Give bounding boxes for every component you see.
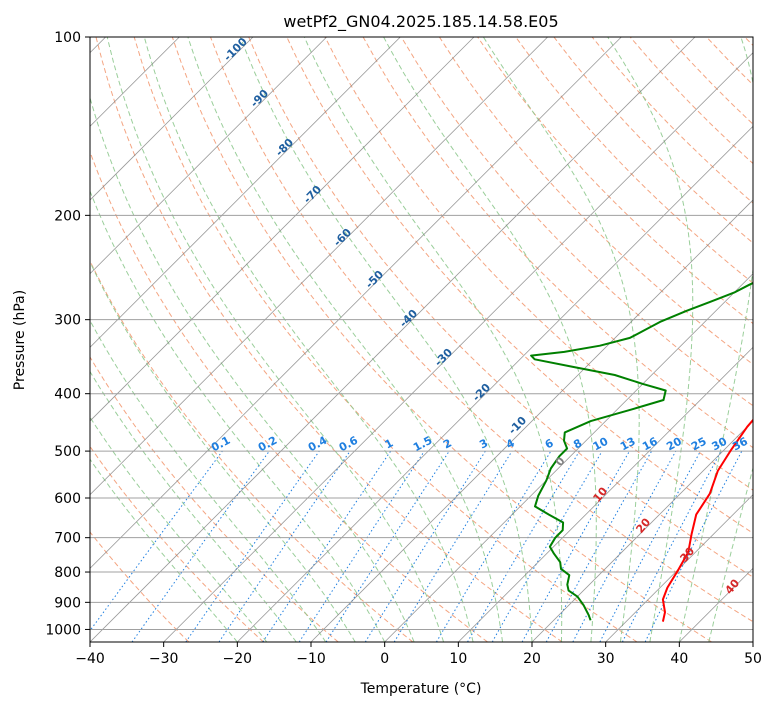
mixing-ratio-line (521, 450, 630, 642)
moist-adiabat-line (90, 458, 238, 642)
dry-adiabat-line (133, 37, 638, 642)
isotherm-line (90, 37, 401, 348)
dry-adiabat-line (248, 37, 753, 578)
moist-adiabat-line (90, 319, 327, 642)
x-tick-label: 20 (523, 651, 541, 667)
moist-adiabat-line (90, 189, 386, 642)
mixing-ratio-line (545, 450, 653, 642)
y-tick-label: 500 (54, 444, 81, 460)
moist-adiabat-line (678, 37, 753, 642)
y-tick-label: 900 (54, 595, 81, 611)
isotherm-line (90, 37, 696, 642)
y-tick-label: 700 (54, 531, 81, 547)
x-axis-label: Temperature (°C) (360, 681, 482, 697)
dry-adiabat-line (90, 150, 488, 642)
chart-title: wetPf2_GN04.2025.185.14.58.E05 (283, 12, 558, 32)
mixing-ratio-line (131, 450, 270, 642)
y-tick-label: 300 (54, 313, 81, 329)
moist-adiabat-line (106, 37, 445, 642)
x-tick-label: 10 (449, 651, 467, 667)
isotherm-line (237, 125, 753, 642)
y-axis-label: Pressure (hPa) (12, 290, 28, 390)
x-tick-label: −20 (223, 651, 253, 667)
moist-adiabat-line (90, 96, 415, 642)
mixing-ratio-label: 10 (591, 435, 611, 454)
isotherm-line (90, 37, 622, 569)
isotherm-line (90, 37, 254, 201)
x-tick-label: −40 (75, 651, 105, 667)
mixing-ratio-line (185, 450, 320, 642)
isotherm-line (531, 420, 753, 642)
dry-adiabat-line (400, 37, 753, 407)
moist-adiabat-line (90, 260, 356, 642)
x-tick-label: −10 (296, 651, 326, 667)
mixing-ratio-label: 16 (640, 435, 660, 454)
mixing-ratio-label: 13 (618, 435, 638, 454)
dry-adiabat-line (90, 531, 190, 642)
isotherm-line (90, 37, 548, 496)
isotherm-line (310, 199, 753, 642)
moist-adiabat-line (607, 37, 694, 642)
moist-adiabat-line (303, 37, 563, 642)
mixing-ratio-label: 20 (664, 435, 684, 454)
plot-frame (89, 36, 754, 643)
y-tick-label: 600 (54, 491, 81, 507)
moist-adiabat-line (239, 37, 533, 642)
dry-adiabat-line (210, 37, 753, 623)
mixing-ratio-line (644, 450, 743, 642)
y-tick-label: 800 (54, 565, 81, 581)
isotherm-line (163, 52, 753, 642)
mixing-ratio-line (90, 450, 223, 632)
dry-adiabat-line (90, 356, 339, 642)
dry-adiabat-line (515, 37, 753, 284)
moist-adiabat-line (708, 466, 753, 642)
y-tick-label: 1000 (45, 622, 81, 638)
x-tick-label: 30 (597, 651, 615, 667)
mixing-ratio-line (325, 450, 450, 642)
mixing-ratio-label: 25 (689, 435, 709, 454)
mixing-ratio-line (393, 450, 513, 642)
x-tick-label: −30 (149, 651, 179, 667)
moist-adiabat-line (187, 37, 503, 642)
isotherm-line (458, 346, 753, 642)
isotherm-line (90, 37, 327, 275)
x-tick-label: 50 (744, 651, 762, 667)
dry-adiabat-line (171, 37, 712, 642)
y-tick-label: 100 (54, 30, 81, 46)
mixing-ratio-line (262, 450, 392, 642)
mixing-ratio-label: 30 (710, 435, 730, 454)
isotherm-line (90, 37, 475, 422)
dewpoint-profile-line (530, 281, 753, 621)
mixing-ratio-line (298, 450, 425, 642)
dry-adiabat-line (438, 37, 753, 366)
dry-adiabat-line (95, 37, 563, 642)
moist-adiabat-line (143, 37, 474, 642)
mixing-ratio-label: 36 (730, 435, 750, 454)
x-tick-label: 0 (380, 651, 389, 667)
mixing-ratio-line (572, 450, 677, 642)
moist-adiabat-line (383, 37, 597, 642)
y-tick-label: 200 (54, 208, 81, 224)
temperature-profile-line (661, 418, 753, 622)
x-tick-label: 40 (670, 651, 688, 667)
y-tick-label: 400 (54, 387, 81, 403)
dry-adiabat-line (90, 445, 264, 642)
mixing-ratio-line (218, 450, 351, 642)
moist-adiabat-line (482, 37, 640, 642)
isotherm-line (384, 273, 753, 642)
isotherm-line (605, 494, 753, 642)
